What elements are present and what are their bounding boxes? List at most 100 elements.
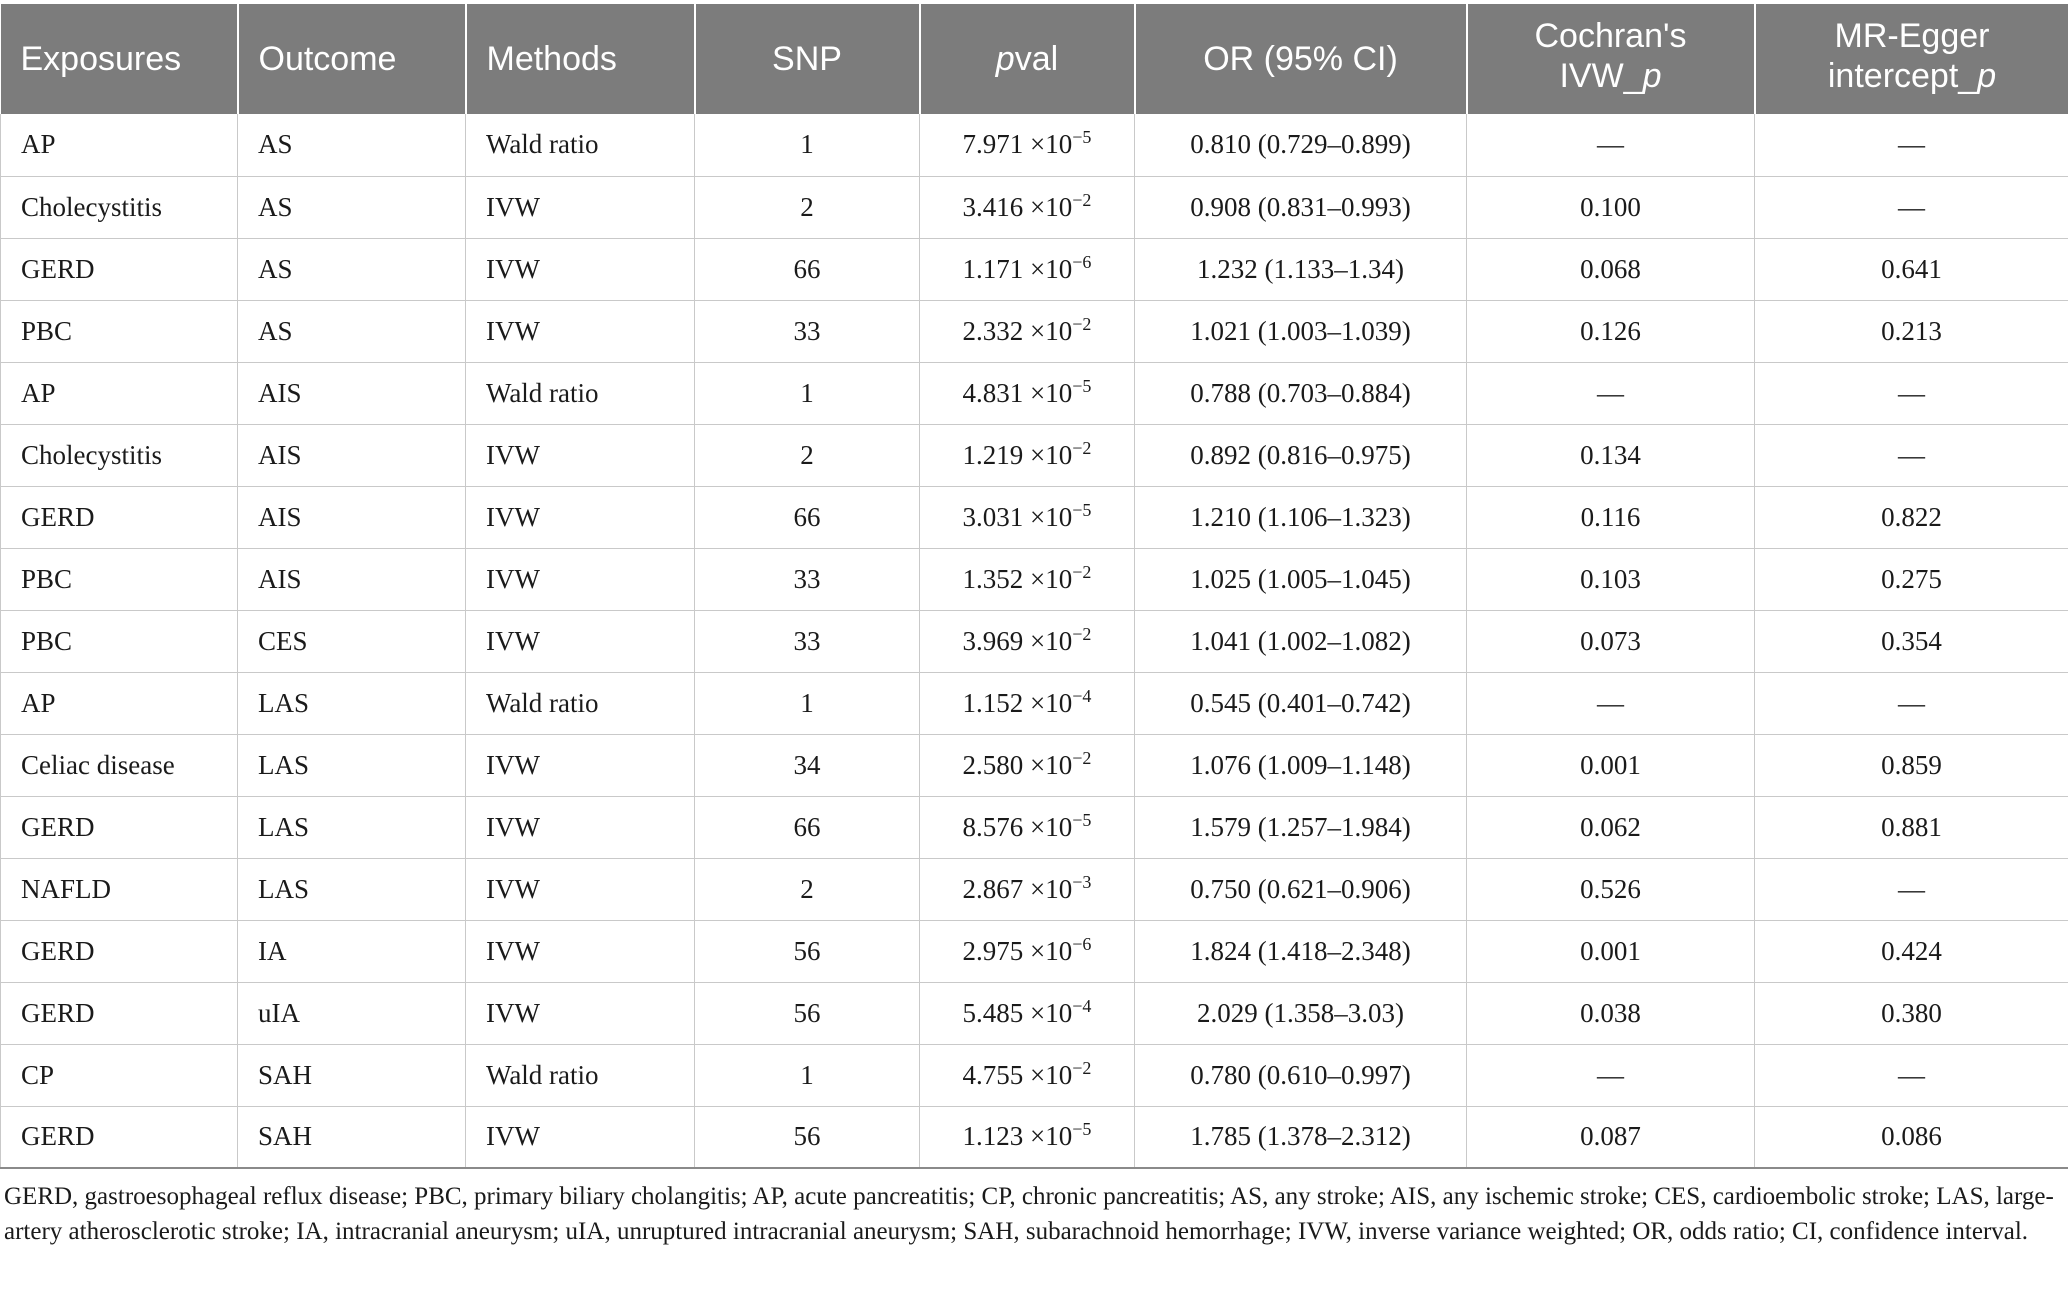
cell-method: IVW [465, 1106, 695, 1169]
pval-exponent: −3 [1072, 871, 1092, 892]
cell-outcome: AIS [237, 424, 466, 487]
cell-pval: 2.975 ×10−6 [919, 920, 1135, 983]
cell-snp: 34 [694, 734, 920, 797]
header-exposures: Exposures [0, 4, 239, 114]
pval-exponent: −2 [1072, 747, 1092, 768]
cell-cochran-ivw-p: 0.062 [1466, 796, 1755, 859]
cell-or-ci: 0.545 (0.401–0.742) [1134, 672, 1467, 735]
cell-outcome: CES [237, 610, 466, 673]
cell-method: IVW [465, 238, 695, 301]
cell-outcome: LAS [237, 796, 466, 859]
header-egger-line1: MR-Egger [1834, 17, 1990, 55]
cell-or-ci: 1.041 (1.002–1.082) [1134, 610, 1467, 673]
header-pval-rest: val [1014, 40, 1059, 78]
header-cochran-line1: Cochran's [1534, 17, 1687, 55]
cell-outcome: SAH [237, 1044, 466, 1107]
cell-method: Wald ratio [465, 672, 695, 735]
pval-exponent: −5 [1072, 375, 1092, 396]
cell-snp: 1 [694, 1044, 920, 1107]
cell-pval: 4.755 ×10−2 [919, 1044, 1135, 1107]
pval-base: 2.867 ×10 [962, 873, 1073, 904]
table-row: GERD IA IVW 56 2.975 ×10−6 1.824 (1.418–2.348… [0, 920, 2068, 983]
cell-exposure: GERD [0, 1106, 238, 1169]
cell-method: IVW [465, 858, 695, 921]
cell-snp: 66 [694, 796, 920, 859]
table-row: AP AIS Wald ratio 1 4.831 ×10−5 0.788 (0.703–… [0, 362, 2068, 425]
cell-pval: 3.416 ×10−2 [919, 176, 1135, 239]
cell-exposure: GERD [0, 982, 238, 1045]
cell-or-ci: 2.029 (1.358–3.03) [1134, 982, 1467, 1045]
header-methods: Methods [465, 4, 696, 114]
cell-exposure: AP [0, 362, 238, 425]
cell-outcome: LAS [237, 672, 466, 735]
pval-exponent: −4 [1072, 685, 1092, 706]
pval-base: 4.831 ×10 [962, 377, 1073, 408]
pval-base: 3.416 ×10 [962, 191, 1073, 222]
cell-mr-egger-intercept-p: 0.881 [1754, 796, 2068, 859]
cell-snp: 1 [694, 114, 920, 177]
cell-cochran-ivw-p: — [1466, 114, 1755, 177]
cell-mr-egger-intercept-p: 0.424 [1754, 920, 2068, 983]
cell-or-ci: 1.579 (1.257–1.984) [1134, 796, 1467, 859]
header-or-ci: OR (95% CI) [1134, 4, 1468, 114]
cell-mr-egger-intercept-p: — [1754, 362, 2068, 425]
pval-base: 1.171 ×10 [962, 253, 1073, 284]
pval-base: 1.152 ×10 [962, 687, 1073, 718]
cell-or-ci: 0.908 (0.831–0.993) [1134, 176, 1467, 239]
cell-snp: 33 [694, 300, 920, 363]
pval-base: 5.485 ×10 [962, 997, 1073, 1028]
cell-cochran-ivw-p: 0.087 [1466, 1106, 1755, 1169]
table-row: Celiac disease LAS IVW 34 2.580 ×10−2 1.076 (… [0, 734, 2068, 797]
mr-results-table: Exposures Outcome Methods SNP pval OR (9… [0, 4, 2068, 1169]
cell-or-ci: 1.210 (1.106–1.323) [1134, 486, 1467, 549]
cell-exposure: GERD [0, 920, 238, 983]
table-row: PBC AIS IVW 33 1.352 ×10−2 1.025 (1.005–1.045… [0, 548, 2068, 611]
cell-mr-egger-intercept-p: 0.822 [1754, 486, 2068, 549]
header-egger-italic: p [1977, 57, 1997, 95]
cell-method: IVW [465, 548, 695, 611]
cell-snp: 56 [694, 982, 920, 1045]
header-cochran-line2: IVW_ [1559, 57, 1643, 95]
table-row: GERD uIA IVW 56 5.485 ×10−4 2.029 (1.358–3.03… [0, 982, 2068, 1045]
header-snp: SNP [694, 4, 921, 114]
cell-method: Wald ratio [465, 1044, 695, 1107]
cell-mr-egger-intercept-p: 0.859 [1754, 734, 2068, 797]
pval-base: 2.580 ×10 [962, 749, 1073, 780]
cell-snp: 33 [694, 548, 920, 611]
cell-mr-egger-intercept-p: — [1754, 114, 2068, 177]
cell-pval: 3.969 ×10−2 [919, 610, 1135, 673]
cell-cochran-ivw-p: 0.100 [1466, 176, 1755, 239]
cell-method: IVW [465, 300, 695, 363]
header-pval-italic: p [995, 40, 1015, 78]
cell-exposure: AP [0, 114, 238, 177]
cell-outcome: LAS [237, 734, 466, 797]
pval-exponent: −5 [1072, 127, 1092, 148]
cell-pval: 2.580 ×10−2 [919, 734, 1135, 797]
header-cochran-italic: p [1642, 57, 1662, 95]
table-body: AP AS Wald ratio 1 7.971 ×10−5 0.810 (0.729–0… [0, 114, 2068, 1169]
cell-or-ci: 1.824 (1.418–2.348) [1134, 920, 1467, 983]
cell-pval: 1.219 ×10−2 [919, 424, 1135, 487]
cell-exposure: Cholecystitis [0, 424, 238, 487]
cell-method: IVW [465, 734, 695, 797]
table-row: NAFLD LAS IVW 2 2.867 ×10−3 0.750 (0.621–0.90… [0, 858, 2068, 921]
cell-pval: 8.576 ×10−5 [919, 796, 1135, 859]
table-row: AP AS Wald ratio 1 7.971 ×10−5 0.810 (0.729–0… [0, 114, 2068, 177]
table-footnote: GERD, gastroesophageal reflux disease; P… [4, 1183, 2054, 1245]
cell-mr-egger-intercept-p: 0.275 [1754, 548, 2068, 611]
cell-or-ci: 0.750 (0.621–0.906) [1134, 858, 1467, 921]
cell-cochran-ivw-p: — [1466, 1044, 1755, 1107]
cell-method: Wald ratio [465, 362, 695, 425]
cell-pval: 7.971 ×10−5 [919, 114, 1135, 177]
cell-outcome: uIA [237, 982, 466, 1045]
pval-exponent: −2 [1072, 189, 1092, 210]
cell-exposure: GERD [0, 238, 238, 301]
cell-exposure: GERD [0, 486, 238, 549]
cell-exposure: GERD [0, 796, 238, 859]
cell-snp: 2 [694, 858, 920, 921]
cell-method: IVW [465, 920, 695, 983]
cell-outcome: AS [237, 176, 466, 239]
table-row: GERD AS IVW 66 1.171 ×10−6 1.232 (1.133–1.34)… [0, 238, 2068, 301]
cell-exposure: Celiac disease [0, 734, 238, 797]
cell-pval: 1.123 ×10−5 [919, 1106, 1135, 1169]
